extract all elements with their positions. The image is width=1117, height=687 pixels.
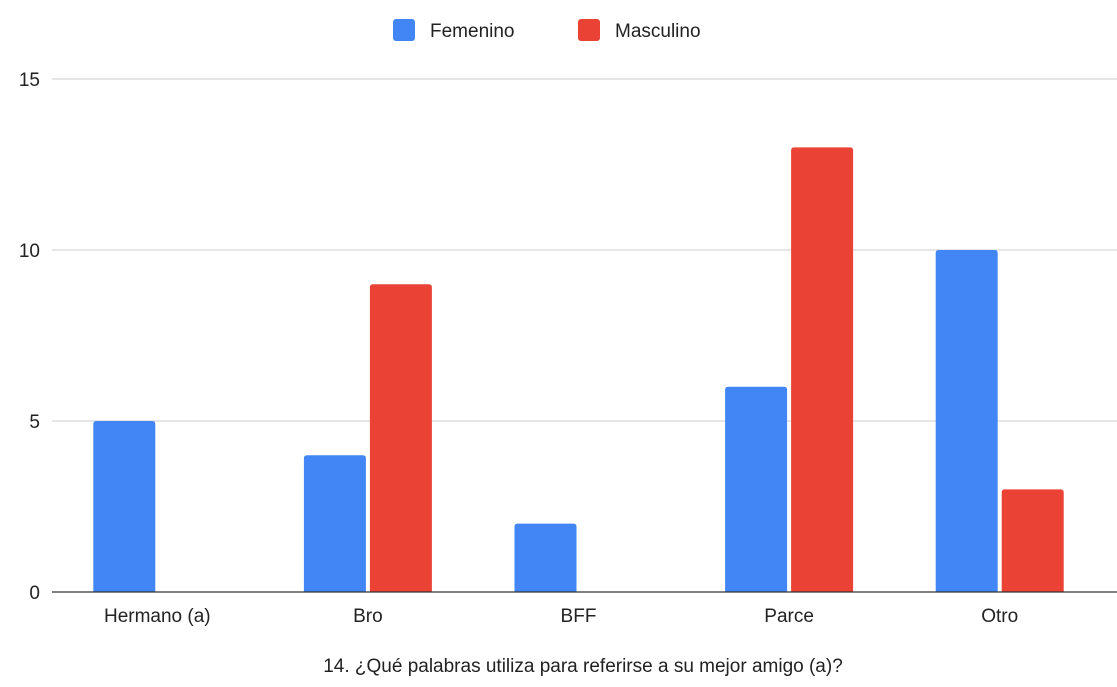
bar-femenino-bro [303, 455, 366, 592]
legend-label-femenino: Femenino [430, 21, 515, 42]
bar-masculino-bro [369, 284, 432, 592]
bar-femenino-otro [935, 250, 998, 592]
legend-label-masculino: Masculino [615, 21, 701, 42]
x-tick-label: Otro [981, 606, 1018, 627]
x-tick-label: Parce [764, 606, 814, 627]
bars [93, 147, 1064, 592]
legend-swatch-masculino [578, 19, 600, 41]
legend-swatch-femenino [393, 19, 415, 41]
y-tick-label: 15 [19, 70, 40, 91]
y-tick-label: 10 [19, 241, 40, 262]
x-tick-label: Hermano (a) [104, 606, 211, 627]
bar-femenino-bff [514, 523, 577, 592]
bar-femenino-hermano-a [93, 421, 156, 592]
bar-masculino-parce [791, 147, 854, 592]
x-axis-label: 14. ¿Qué palabras utiliza para referirse… [323, 656, 843, 677]
y-tick-label: 5 [29, 412, 40, 433]
legend: Femenino Masculino [393, 19, 701, 42]
x-tick-label: Bro [353, 606, 383, 627]
bar-femenino-parce [725, 386, 788, 592]
y-axis-ticks: 0 5 10 15 [19, 70, 40, 604]
bar-masculino-otro [1001, 489, 1064, 592]
x-axis-ticks: Hermano (a) Bro BFF Parce Otro [104, 606, 1018, 627]
x-tick-label: BFF [561, 606, 597, 627]
y-tick-label: 0 [29, 583, 40, 604]
